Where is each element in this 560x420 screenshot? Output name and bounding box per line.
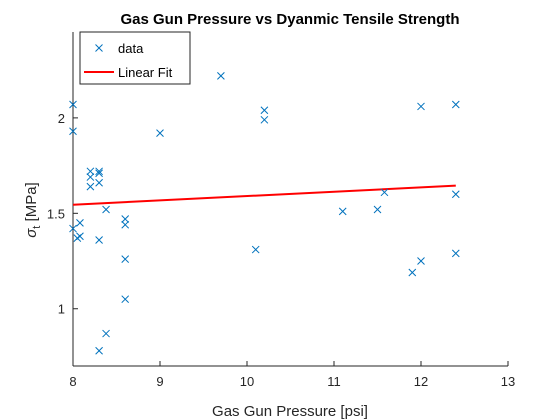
marker-stroke	[102, 205, 110, 214]
data-point	[86, 167, 95, 176]
marker-stroke	[95, 178, 103, 187]
marker-stroke	[451, 190, 460, 199]
legend: data Linear Fit	[79, 31, 191, 85]
legend-marker-data	[95, 44, 103, 52]
data-point	[260, 106, 269, 115]
x-tick-label: 8	[69, 374, 76, 389]
y-tick-label: 1	[58, 302, 65, 317]
data-point	[95, 178, 103, 187]
data-point	[86, 182, 95, 191]
data-point	[408, 268, 417, 277]
linear-fit-line	[72, 184, 456, 206]
data-point	[217, 72, 225, 80]
data-point	[121, 215, 130, 223]
marker-stroke	[121, 255, 130, 263]
marker-stroke	[417, 257, 425, 265]
marker-stroke	[217, 72, 225, 80]
marker-stroke	[408, 268, 417, 277]
legend-box	[79, 31, 191, 85]
marker-stroke	[451, 100, 460, 109]
data-point	[95, 346, 103, 355]
marker-stroke	[95, 44, 103, 52]
marker-stroke	[451, 249, 460, 258]
data-point	[373, 205, 382, 214]
marker-stroke	[102, 329, 110, 338]
data-point	[338, 207, 347, 216]
data-point	[260, 115, 269, 124]
marker-stroke	[260, 106, 269, 115]
data-point	[86, 173, 95, 181]
data-point	[102, 205, 110, 214]
x-tick-label: 11	[327, 374, 341, 389]
marker-stroke	[76, 232, 84, 241]
data-point	[121, 220, 130, 229]
data-point	[251, 245, 260, 254]
y-tick-label: 1.5	[47, 206, 65, 221]
data-point	[69, 127, 77, 136]
marker-stroke	[251, 245, 260, 254]
data-point	[380, 188, 389, 197]
data-point	[156, 129, 164, 138]
data-point	[102, 329, 110, 338]
data-point	[76, 219, 84, 227]
plot-area: 8 9 10 11 12 13 1 1.5 2	[47, 32, 515, 389]
marker-stroke	[95, 169, 103, 178]
marker-stroke	[86, 182, 95, 191]
marker-stroke	[373, 205, 382, 214]
legend-marker-x	[95, 44, 103, 52]
marker-stroke	[417, 102, 425, 111]
x-tick-label: 10	[240, 374, 254, 389]
data-point	[69, 100, 77, 109]
y-axis-label-symbol: σ	[23, 228, 40, 238]
y-tick-label: 2	[58, 111, 65, 126]
marker-stroke	[95, 167, 103, 176]
data-point	[451, 190, 460, 199]
x-axis-label: Gas Gun Pressure [psi]	[212, 403, 368, 420]
data-point	[121, 295, 130, 304]
chart-title: Gas Gun Pressure vs Dyanmic Tensile Stre…	[120, 11, 459, 28]
marker-stroke	[121, 295, 130, 304]
marker-stroke	[121, 215, 130, 223]
marker-stroke	[380, 188, 389, 197]
marker-stroke	[86, 167, 95, 176]
marker-stroke	[338, 207, 347, 216]
marker-stroke	[86, 173, 95, 181]
x-tick-label: 9	[156, 374, 163, 389]
data-point	[121, 255, 130, 263]
marker-stroke	[156, 129, 164, 138]
x-tick-label: 12	[414, 374, 428, 389]
data-point	[417, 102, 425, 111]
data-point	[451, 249, 460, 258]
data-point	[76, 232, 84, 241]
marker-stroke	[69, 127, 77, 136]
data-point	[417, 257, 425, 265]
data-point	[95, 167, 103, 176]
marker-stroke	[95, 236, 103, 244]
marker-stroke	[69, 224, 77, 233]
y-axis-label: σt [MPa]	[23, 182, 43, 237]
marker-stroke	[260, 115, 269, 124]
data-point	[69, 224, 77, 233]
marker-stroke	[76, 219, 84, 227]
y-axis-label-unit: [MPa]	[23, 182, 40, 225]
legend-label-data: data	[118, 41, 144, 56]
y-axis-label-subscript: t	[31, 226, 43, 229]
marker-stroke	[121, 220, 130, 229]
marker-stroke	[69, 100, 77, 109]
data-point	[95, 236, 103, 244]
legend-label-fit: Linear Fit	[118, 65, 173, 80]
data-point	[451, 100, 460, 109]
marker-stroke	[95, 346, 103, 355]
x-tick-label: 13	[501, 374, 515, 389]
data-point	[95, 169, 103, 178]
